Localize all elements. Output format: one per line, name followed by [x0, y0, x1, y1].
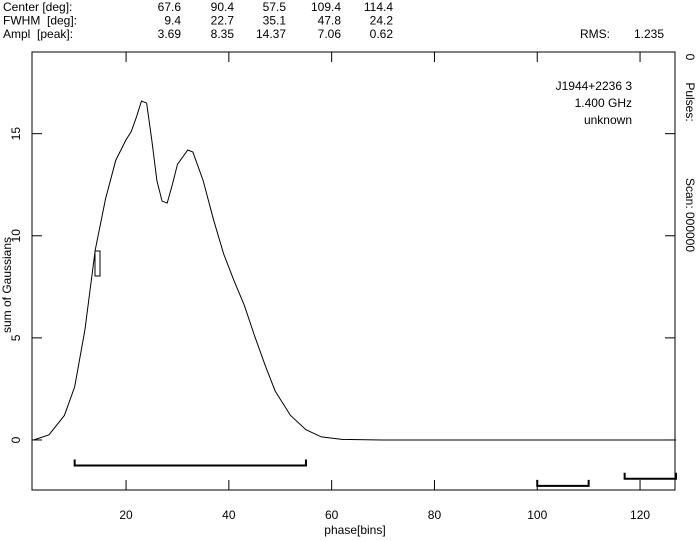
header-value: 9.4 [164, 14, 181, 28]
header-value: 0.62 [370, 27, 394, 41]
y-tick-label: 10 [9, 229, 23, 243]
x-tick-label: 80 [428, 508, 442, 522]
header-value: 90.4 [211, 0, 235, 14]
window-bracket [73, 459, 307, 467]
profile-line [33, 100, 677, 441]
y-tick-label: 15 [9, 127, 23, 141]
rms-label: RMS: [580, 27, 610, 41]
x-tick-label: 20 [119, 508, 133, 522]
header-value: 67.6 [158, 0, 182, 14]
header-value: 57.5 [263, 0, 287, 14]
x-tick-label: 100 [527, 508, 547, 522]
header-value: 24.2 [370, 14, 394, 28]
window-bracket [623, 472, 678, 480]
rms-value: 1.235 [634, 27, 664, 41]
window-bracket [536, 479, 590, 487]
header-value: 3.69 [158, 27, 182, 41]
header-value: 47.8 [318, 14, 342, 28]
annotation: unknown [584, 113, 632, 127]
header-label: FWHM [deg]: [3, 14, 77, 28]
header-value: 35.1 [263, 14, 287, 28]
header-value: 22.7 [211, 14, 235, 28]
header-value: 8.35 [211, 27, 235, 41]
x-tick-label: 120 [630, 508, 650, 522]
header-value: 7.06 [318, 27, 342, 41]
side-label: 0 [683, 54, 697, 61]
header-label: Center [deg]: [3, 0, 72, 14]
y-axis-label: sum of Gaussians [0, 237, 14, 333]
x-tick-label: 40 [222, 508, 236, 522]
y-tick-label: 0 [9, 436, 23, 443]
side-label: Scan: 000000 [683, 178, 697, 252]
annotation: 1.400 GHz [575, 96, 632, 110]
y-tick-label: 5 [9, 334, 23, 341]
header-value: 109.4 [311, 0, 341, 14]
header-label: Ampl [peak]: [3, 27, 73, 41]
side-label: Pulses: [683, 82, 697, 121]
x-tick-label: 60 [325, 508, 339, 522]
plot-frame [31, 51, 676, 491]
annotation: J1944+2236 3 [556, 79, 633, 93]
marker-box [94, 250, 101, 277]
header-value: 114.4 [364, 0, 393, 14]
x-axis-label: phase[bins] [324, 523, 385, 537]
header-value: 14.37 [256, 27, 286, 41]
